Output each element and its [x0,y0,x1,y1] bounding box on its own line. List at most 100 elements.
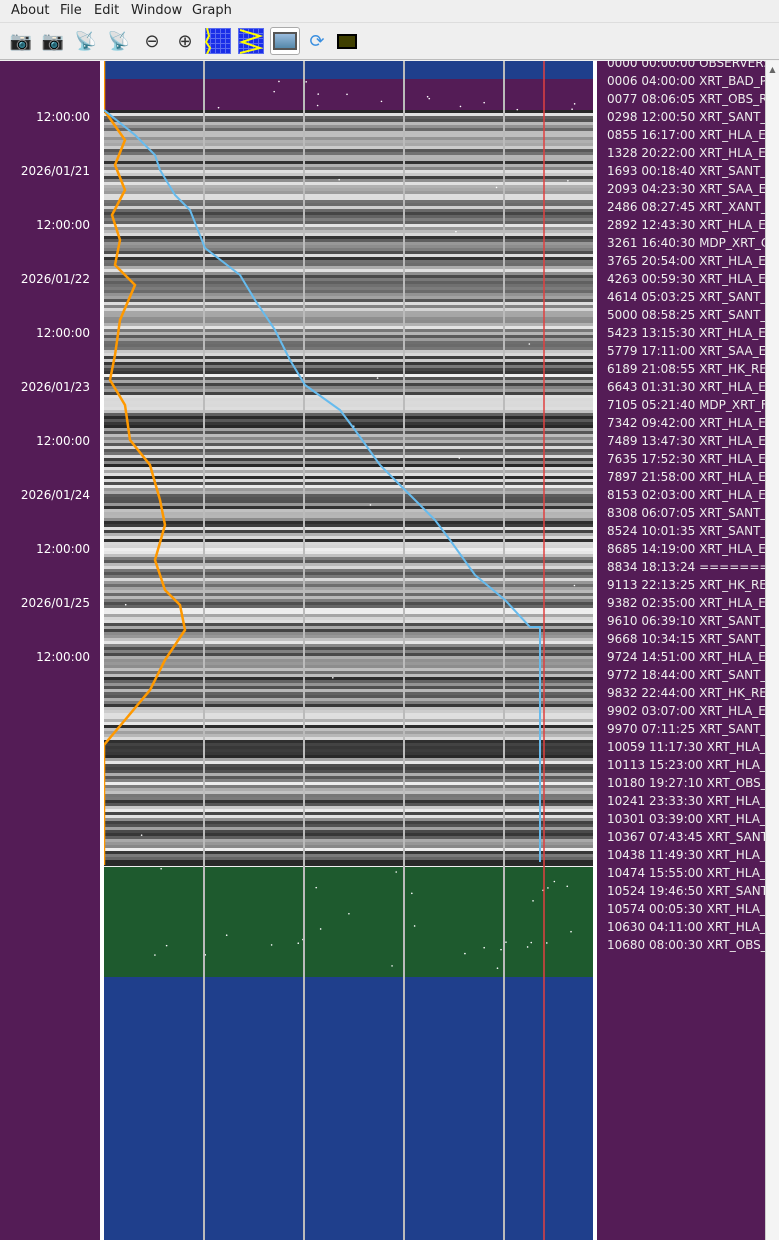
event-list-item[interactable]: 9668 10:34:15 XRT_SANT_ [607,632,765,646]
event-list-item[interactable]: 0855 16:17:00 XRT_HLA_EI [607,128,765,142]
data-stripe [104,461,593,464]
event-list-item[interactable]: 6189 21:08:55 XRT_HK_RE [607,362,765,376]
data-stripe [104,518,593,521]
menu-graph[interactable]: Graph [192,3,232,18]
event-list-item[interactable]: 7897 21:58:00 XRT_HLA_EI [607,470,765,484]
data-stripe [104,155,593,158]
menu-edit[interactable]: Edit [94,3,120,18]
menu-about[interactable]: About [11,3,50,18]
time-axis-label: 2026/01/24 [20,488,90,502]
data-stripe [104,290,593,293]
star-dot [411,892,413,895]
event-list-item[interactable]: 7489 13:47:30 XRT_HLA_EI [607,434,765,448]
event-list-item[interactable]: 8524 10:01:35 XRT_SANT_ [607,524,765,538]
event-list-item[interactable]: 0000 00:00:00 OBSERVER: [607,61,765,70]
event-list-item[interactable]: 8685 14:19:00 XRT_HLA_EI [607,542,765,556]
event-list-item[interactable]: 10059 11:17:30 XRT_HLA_I [607,740,765,754]
event-list-item[interactable]: 7342 09:42:00 XRT_HLA_EI [607,416,765,430]
event-list-item[interactable]: 5423 13:15:30 XRT_HLA_EI [607,326,765,340]
menu-bar: About File Edit Window Graph [0,0,779,22]
color-swatch-icon[interactable] [334,28,360,54]
star-dot [338,178,340,181]
event-list-scrollbar[interactable]: ▲ [765,61,779,1240]
timeline-graph[interactable] [104,61,593,1240]
event-list-item[interactable]: 2892 12:43:30 XRT_HLA_EI [607,218,765,232]
time-axis-label: 12:00:00 [36,542,90,556]
satellite-dish-up-icon[interactable]: 📡 [74,30,98,52]
data-stripe [104,179,593,182]
zoom-out-icon[interactable]: ⊖ [144,30,160,52]
data-stripe [104,356,593,359]
data-stripe [104,503,593,506]
data-stripe [104,425,593,428]
event-list-item[interactable]: 8153 02:03:00 XRT_HLA_EI [607,488,765,502]
data-stripe [104,449,593,452]
menu-window[interactable]: Window [131,3,183,18]
event-list-item[interactable]: 5779 17:11:00 XRT_SAA_EX [607,344,765,358]
data-stripe [104,326,593,329]
event-list-item[interactable]: 3261 16:40:30 MDP_XRT_C [607,236,765,250]
event-list-item[interactable]: 1328 20:22:00 XRT_HLA_EI [607,146,765,160]
event-list-item[interactable]: 7635 17:52:30 XRT_HLA_EI [607,452,765,466]
star-dot [305,81,307,83]
satellite-dish-down-icon[interactable]: 📡 [107,30,131,52]
event-list-item[interactable]: 10680 08:00:30 XRT_OBS_ [607,938,765,952]
data-stripe [104,137,593,140]
event-list-item[interactable]: 9724 14:51:00 XRT_HLA_EI [607,650,765,664]
event-list-item[interactable]: 10574 00:05:30 XRT_HLA_I [607,902,765,916]
event-list-item[interactable]: 0298 12:00:50 XRT_SANT_ [607,110,765,124]
event-list-item[interactable]: 7105 05:21:40 MDP_XRT_F [607,398,765,412]
event-list-item[interactable]: 9970 07:11:25 XRT_SANT_ [607,722,765,736]
event-list-item[interactable]: 8834 18:13:24 ========== [607,560,765,574]
timeline-graph-canvas[interactable] [104,61,593,1240]
event-list-item[interactable]: 10524 19:46:50 XRT_SANT [607,884,765,898]
event-list-item[interactable]: 9113 22:13:25 XRT_HK_RE [607,578,765,592]
data-stripe [104,758,593,761]
data-stripe [104,566,593,569]
event-list-item[interactable]: 9832 22:44:00 XRT_HK_RE [607,686,765,700]
data-stripe [104,545,593,548]
event-list-item[interactable]: 3765 20:54:00 XRT_HLA_EI [607,254,765,268]
data-stripe [104,245,593,248]
camera-down-icon[interactable]: 📷 [41,30,65,52]
event-list-item[interactable]: 2486 08:27:45 XRT_XANT_ [607,200,765,214]
data-stripe [104,371,593,374]
graph-orange-line-icon[interactable] [205,28,231,54]
event-list-item[interactable]: 0006 04:00:00 XRT_BAD_P [607,74,765,88]
zoom-in-icon[interactable]: ⊕ [177,30,193,52]
event-list-item[interactable]: 10241 23:33:30 XRT_HLA_I [607,794,765,808]
event-list-item[interactable]: 10367 07:43:45 XRT_SANT [607,830,765,844]
data-stripe [104,695,593,698]
event-list-item[interactable]: 4263 00:59:30 XRT_HLA_EI [607,272,765,286]
menu-file[interactable]: File [60,3,82,18]
camera-up-icon[interactable]: 📷 [9,30,33,52]
event-list-item[interactable]: 10113 15:23:00 XRT_HLA_I [607,758,765,772]
event-list-item[interactable]: 9382 02:35:00 XRT_HLA_EI [607,596,765,610]
data-stripe [104,254,593,257]
event-list-item[interactable]: 9902 03:07:00 XRT_HLA_EI [607,704,765,718]
film-icon[interactable] [270,27,300,55]
data-stripe [104,707,593,710]
event-list-item[interactable]: 10301 03:39:00 XRT_HLA_I [607,812,765,826]
event-list-item[interactable]: 0077 08:06:05 XRT_OBS_R [607,92,765,106]
event-list-item[interactable]: 1693 00:18:40 XRT_SANT_ [607,164,765,178]
event-list-item[interactable]: 4614 05:03:25 XRT_SANT_ [607,290,765,304]
event-list-item[interactable]: 8308 06:07:05 XRT_SANT_ [607,506,765,520]
star-dot [332,677,334,679]
scroll-up-arrow[interactable]: ▲ [769,65,776,74]
refresh-icon[interactable]: ⟳ [309,30,325,52]
event-list-item[interactable]: 10180 19:27:10 XRT_OBS_ [607,776,765,790]
event-list[interactable]: 0000 00:00:00 OBSERVER: 0006 04:00:00 XRT… [597,61,765,1240]
event-list-item[interactable]: 10438 11:49:30 XRT_HLA_I [607,848,765,862]
data-stripe [104,761,593,764]
event-list-item[interactable]: 9772 18:44:00 XRT_SANT_ [607,668,765,682]
event-list-item[interactable]: 10630 04:11:00 XRT_HLA_I [607,920,765,934]
data-stripe [104,848,593,851]
graph-zigzag-icon[interactable] [238,28,264,54]
data-stripe [104,782,593,785]
event-list-item[interactable]: 2093 04:23:30 XRT_SAA_EI [607,182,765,196]
event-list-item[interactable]: 9610 06:39:10 XRT_SANT_ [607,614,765,628]
event-list-item[interactable]: 5000 08:58:25 XRT_SANT_ [607,308,765,322]
event-list-item[interactable]: 10474 15:55:00 XRT_HLA_I [607,866,765,880]
event-list-item[interactable]: 6643 01:31:30 XRT_HLA_EI [607,380,765,394]
